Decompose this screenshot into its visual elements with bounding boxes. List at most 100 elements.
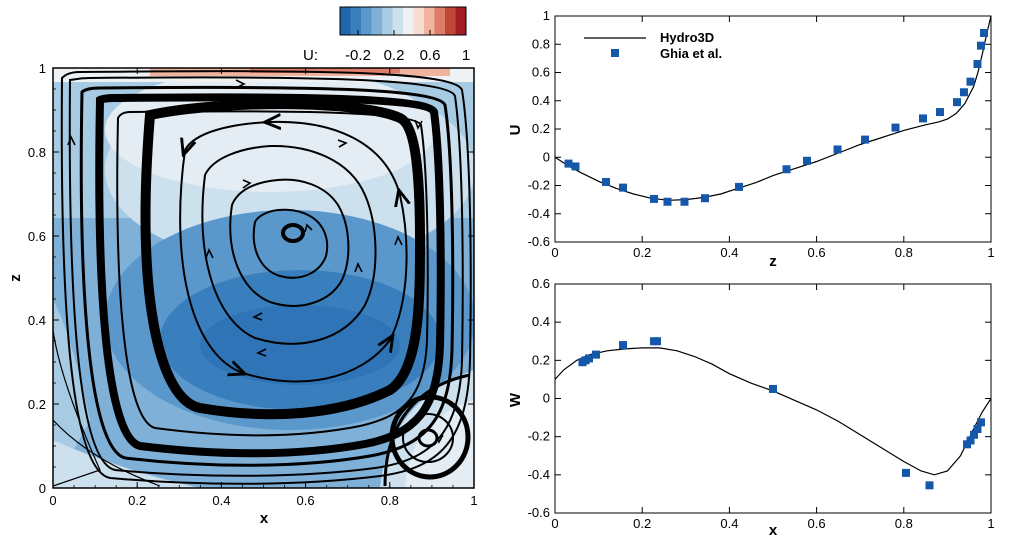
u-profile-xtick-label: 0 [551, 245, 558, 260]
contour-xtick-label: 0 [49, 493, 56, 508]
u-profile-ghia-marker [891, 123, 900, 132]
contour-ytick-label: 0.4 [28, 313, 46, 328]
contour-xtick-label: 0.2 [128, 493, 146, 508]
arrow-right [414, 119, 423, 130]
w-profile-ghia-marker [973, 425, 982, 434]
w-profile-xtick-label: 0.6 [808, 516, 826, 531]
secondary-ring-1 [389, 394, 471, 480]
w-profile-ytick-label: -0.4 [528, 467, 550, 482]
w-profile-xtick-label: 0.2 [633, 516, 651, 531]
colorbar-segment [392, 7, 404, 35]
u-profile-ghia-marker [782, 165, 791, 174]
u-profile-ytick-label: 0.2 [532, 121, 550, 136]
w-profile-ghia-marker [925, 481, 934, 490]
secondary-vortex [383, 373, 471, 487]
contour-level-lid-hottest [250, 68, 400, 73]
colorbar-segment [434, 7, 446, 35]
u-profile-ghia-marker [860, 135, 869, 144]
w-profile-ghia-marker [969, 430, 978, 439]
u-profile-ghia-marker [680, 197, 689, 206]
u-profile-ghia-marker [959, 88, 968, 97]
u-profile-ytick-label: -0.4 [528, 206, 550, 221]
colorbar-tick-label: -0.2 [345, 47, 371, 64]
u-profile-ghia-marker [935, 108, 944, 117]
w-profile-xlabel: x [769, 522, 778, 539]
colorbar-segment [424, 7, 435, 35]
colorbar-segment [445, 7, 456, 35]
w-profile-xtick-label: 1 [987, 516, 994, 531]
u-profile-xtick-label: 0.6 [808, 245, 826, 260]
contour-xtick-label: 0.6 [297, 493, 315, 508]
arrow-ring2-top [242, 179, 252, 189]
u-profile-ghia-marker [918, 114, 927, 123]
colorbar-tick-label: 0.6 [420, 47, 441, 64]
u-profile-xtick-label: 0.2 [633, 245, 651, 260]
w-profile-ghia-marker [591, 350, 600, 359]
contour-level-corner-left [53, 300, 90, 488]
secondary-separatrix [383, 373, 471, 487]
u-profile-ytick-label: 0.8 [532, 36, 550, 51]
colorbar-segment [382, 7, 393, 35]
colorbar-segment [413, 7, 425, 35]
colorbar-label: U: [303, 47, 318, 64]
w-profile-xtick-label: 0.8 [895, 516, 913, 531]
streamline-ring-1 [179, 122, 406, 382]
colorbar-tick-label: 0.2 [384, 47, 405, 64]
contour-xlabel: x [260, 510, 269, 527]
colorbar-ticks: -0.2 0.2 0.6 1 [345, 30, 470, 64]
u-profile-ghia-marker [952, 98, 961, 107]
u-profile-ghia-marker [966, 77, 975, 86]
w-profile-ghia-marker [619, 341, 628, 350]
contour-ytick-label: 0.8 [28, 145, 46, 160]
w-profile-ylabel: W [507, 392, 524, 407]
w-profile-ghia-marker [976, 418, 985, 427]
u-profile-ytick-label: -0.2 [528, 178, 550, 193]
u-profile-ytick-label: 0.4 [532, 93, 550, 108]
legend-marker-swatch [611, 49, 619, 57]
w-profile-ytick-label: 0.2 [532, 352, 550, 367]
u-profile-ghia-marker [602, 177, 611, 186]
streamline-corner-left [53, 329, 101, 487]
contour-xtick-label: 0.8 [381, 493, 399, 508]
w-profile-ghia-marker [769, 384, 777, 393]
arrow-secondary [435, 433, 444, 444]
u-profile-ghia-marker [973, 60, 982, 69]
contour-ytick-label: 0.2 [28, 397, 46, 412]
u-profile-ghia-marker [980, 28, 989, 37]
u-profile-ghia-marker [833, 145, 842, 154]
contour-ytick-label: 1 [39, 61, 46, 76]
arrow-ring-bottom-2 [256, 348, 267, 357]
w-profile-ytick-label: -0.2 [528, 429, 550, 444]
streamline-corner-left-2 [53, 419, 161, 487]
colorbar-tick-label: 1 [462, 47, 470, 64]
colorbar-segment [350, 7, 362, 35]
w-profile-ghia-marker [653, 337, 662, 346]
streamline-ring-4 [252, 208, 329, 279]
u-profile-xtick-label: 1 [987, 245, 994, 260]
contour-xtick-label: 1 [470, 493, 477, 508]
w-profile-ytick-label: 0.4 [532, 314, 550, 329]
u-profile-ylabel: U [507, 125, 524, 136]
u-profile-ytick-label: -0.6 [528, 234, 550, 249]
arrow-lid [235, 79, 246, 89]
u-profile-ytick-label: 0.6 [532, 65, 550, 80]
u-profile-ghia-marker [734, 182, 743, 191]
w-profile-frame [554, 283, 992, 514]
contour-ytick-label: 0.6 [28, 229, 46, 244]
u-profile-frame [554, 15, 992, 243]
w-profile-ytick-label: 0 [543, 391, 550, 406]
contour-xtick-label: 0.4 [212, 493, 230, 508]
arrow-outer-right [394, 235, 403, 246]
colorbar-segment [371, 7, 383, 35]
u-profile-ghia-marker [663, 197, 672, 206]
w-profile-ghia-marker [966, 436, 975, 445]
colorbar-frame [339, 6, 467, 36]
contour-ytick-label: 0 [39, 481, 46, 496]
w-profile-xtick-label: 0 [551, 516, 558, 531]
u-profile-ghia-marker [803, 156, 812, 165]
u-profile-ytick-label: 1 [543, 8, 550, 23]
colorbar-segment [361, 7, 372, 35]
u-profile-series-hydro3d-line [554, 15, 992, 201]
arrow-left-wall [67, 135, 76, 146]
